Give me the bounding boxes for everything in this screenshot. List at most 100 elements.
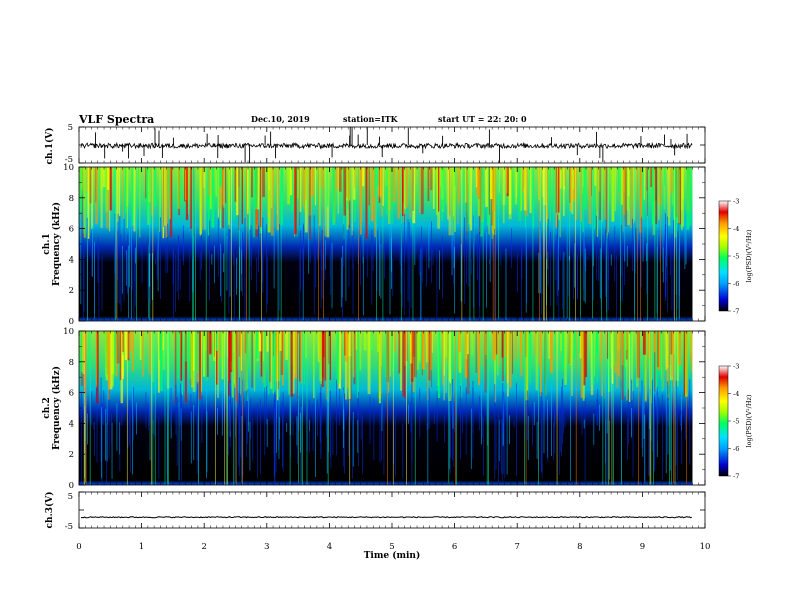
spectrogram-streak (100, 167, 103, 229)
spectrogram-streak (385, 167, 388, 186)
spectrogram-streak (439, 167, 441, 187)
spectrogram-streak (275, 331, 278, 355)
spectrogram-streak (580, 167, 583, 222)
spectrogram-streak (83, 167, 86, 238)
spectrogram-streak (398, 331, 400, 374)
spectrogram-streak (216, 167, 220, 209)
spectrogram-streak (544, 331, 547, 396)
spectrogram-streak (625, 331, 628, 360)
spectrogram-streak (246, 167, 249, 214)
spectrogram-streak (222, 167, 226, 208)
spectrogram-streak (109, 167, 112, 211)
spectrogram-streak (113, 331, 116, 377)
spectrogram-streak (354, 167, 356, 189)
spectrogram-streak (202, 331, 206, 377)
spectrogram-streak (624, 331, 628, 351)
spectrogram-streak (507, 331, 509, 397)
spectrogram-streak (105, 167, 109, 229)
spectrogram-streak (549, 167, 551, 222)
spectrogram-streak (400, 167, 404, 214)
ch2-spectrogram-panel: 0 2 4 6 8 10 ch.2 Frequency (kHz) (42, 327, 706, 491)
spectrogram-streak (351, 167, 353, 236)
spectrogram-streak (81, 167, 83, 239)
spectrogram-streak (458, 331, 462, 353)
spectrogram-streak (140, 331, 142, 359)
spectrogram-streak (454, 167, 457, 187)
spectrogram-streak (83, 331, 86, 394)
x-tick-label: 7 (514, 542, 519, 552)
y-tick-label: 8 (69, 358, 74, 368)
spectrogram-streak (404, 167, 407, 213)
spectrogram-streak (108, 331, 111, 388)
spectrogram-streak (629, 331, 632, 361)
spectrogram-streak (620, 331, 624, 400)
x-tick-label: 2 (201, 542, 206, 552)
spectrogram-streak (302, 167, 305, 207)
spectrogram-streak (494, 331, 497, 403)
spectrogram-streak (626, 167, 629, 211)
spectrogram-streak (559, 167, 561, 238)
spectrogram-streak (457, 167, 459, 225)
spectrogram-streak (235, 331, 238, 402)
spectrogram-streak (190, 167, 193, 229)
colorbar-tick-label: -6 (733, 280, 739, 288)
spectrogram-streak (655, 167, 658, 225)
spectrogram-streak (511, 167, 514, 208)
spectrogram-streak (497, 331, 499, 376)
spectrogram-streak (276, 331, 279, 401)
spectrogram-streak (444, 331, 448, 358)
ch2-spec-ylabel-channel: ch.2 (42, 397, 52, 418)
spectrogram-streak (126, 167, 129, 207)
spectrogram-streak (102, 167, 106, 188)
spectrogram-streak (319, 331, 322, 360)
spectrogram-streak (116, 331, 120, 364)
spectrogram-streak (665, 331, 669, 356)
spectrogram-streak (124, 331, 128, 361)
spectrogram-streak (122, 331, 124, 356)
spectrogram-streak (184, 331, 187, 403)
x-tick-label: 9 (640, 542, 645, 552)
spectrogram-streak (611, 167, 615, 222)
spectrogram-streak (133, 167, 136, 232)
spectrogram-streak (487, 167, 490, 226)
ch3-ytick-top: 5 (68, 492, 73, 502)
spectrogram-streak (400, 331, 402, 391)
spectrogram-streak (491, 167, 494, 239)
spectrogram-streak (285, 331, 288, 360)
spectrogram-streak (667, 167, 671, 226)
spectrogram-streak (236, 167, 239, 216)
spectrogram-streak (288, 331, 291, 395)
spectrogram-streak (258, 331, 262, 352)
spectrogram-streak (159, 167, 161, 233)
spectrogram-streak (555, 167, 557, 213)
spectrogram-streak (219, 331, 221, 359)
spectrogram-streak (689, 167, 692, 226)
spectrogram-streak (260, 167, 262, 228)
spectrogram-streak (469, 167, 473, 231)
x-tick-label: 5 (389, 542, 394, 552)
spectrogram-streak (670, 167, 674, 194)
spectrogram-streak (449, 167, 451, 216)
spectrogram-streak (238, 331, 241, 357)
spectrogram-streak (420, 167, 424, 215)
spectrogram-streak (161, 331, 164, 351)
spectrogram-streak (548, 167, 550, 194)
spectrogram-streak (344, 331, 347, 356)
spectrogram-streak (254, 167, 258, 210)
spectrogram-streak (686, 167, 690, 230)
spectrogram-streak (168, 167, 171, 219)
spectrogram-streak (581, 167, 584, 195)
spectrogram-streak (267, 167, 271, 233)
spectrogram-streak (636, 331, 640, 378)
spectrogram-streak (534, 331, 537, 356)
spectrogram-streak (365, 167, 368, 239)
spectrogram-streak (203, 167, 205, 188)
spectrogram-streak (448, 331, 452, 401)
spectrogram-streak (86, 167, 90, 239)
spectrogram-streak (590, 331, 594, 396)
spectrogram-streak (554, 331, 556, 355)
y-tick-label: 2 (69, 450, 74, 460)
spectrogram-streak (520, 331, 523, 376)
spectrogram-streak (269, 331, 271, 382)
colorbar-tick-label: -4 (733, 225, 739, 233)
